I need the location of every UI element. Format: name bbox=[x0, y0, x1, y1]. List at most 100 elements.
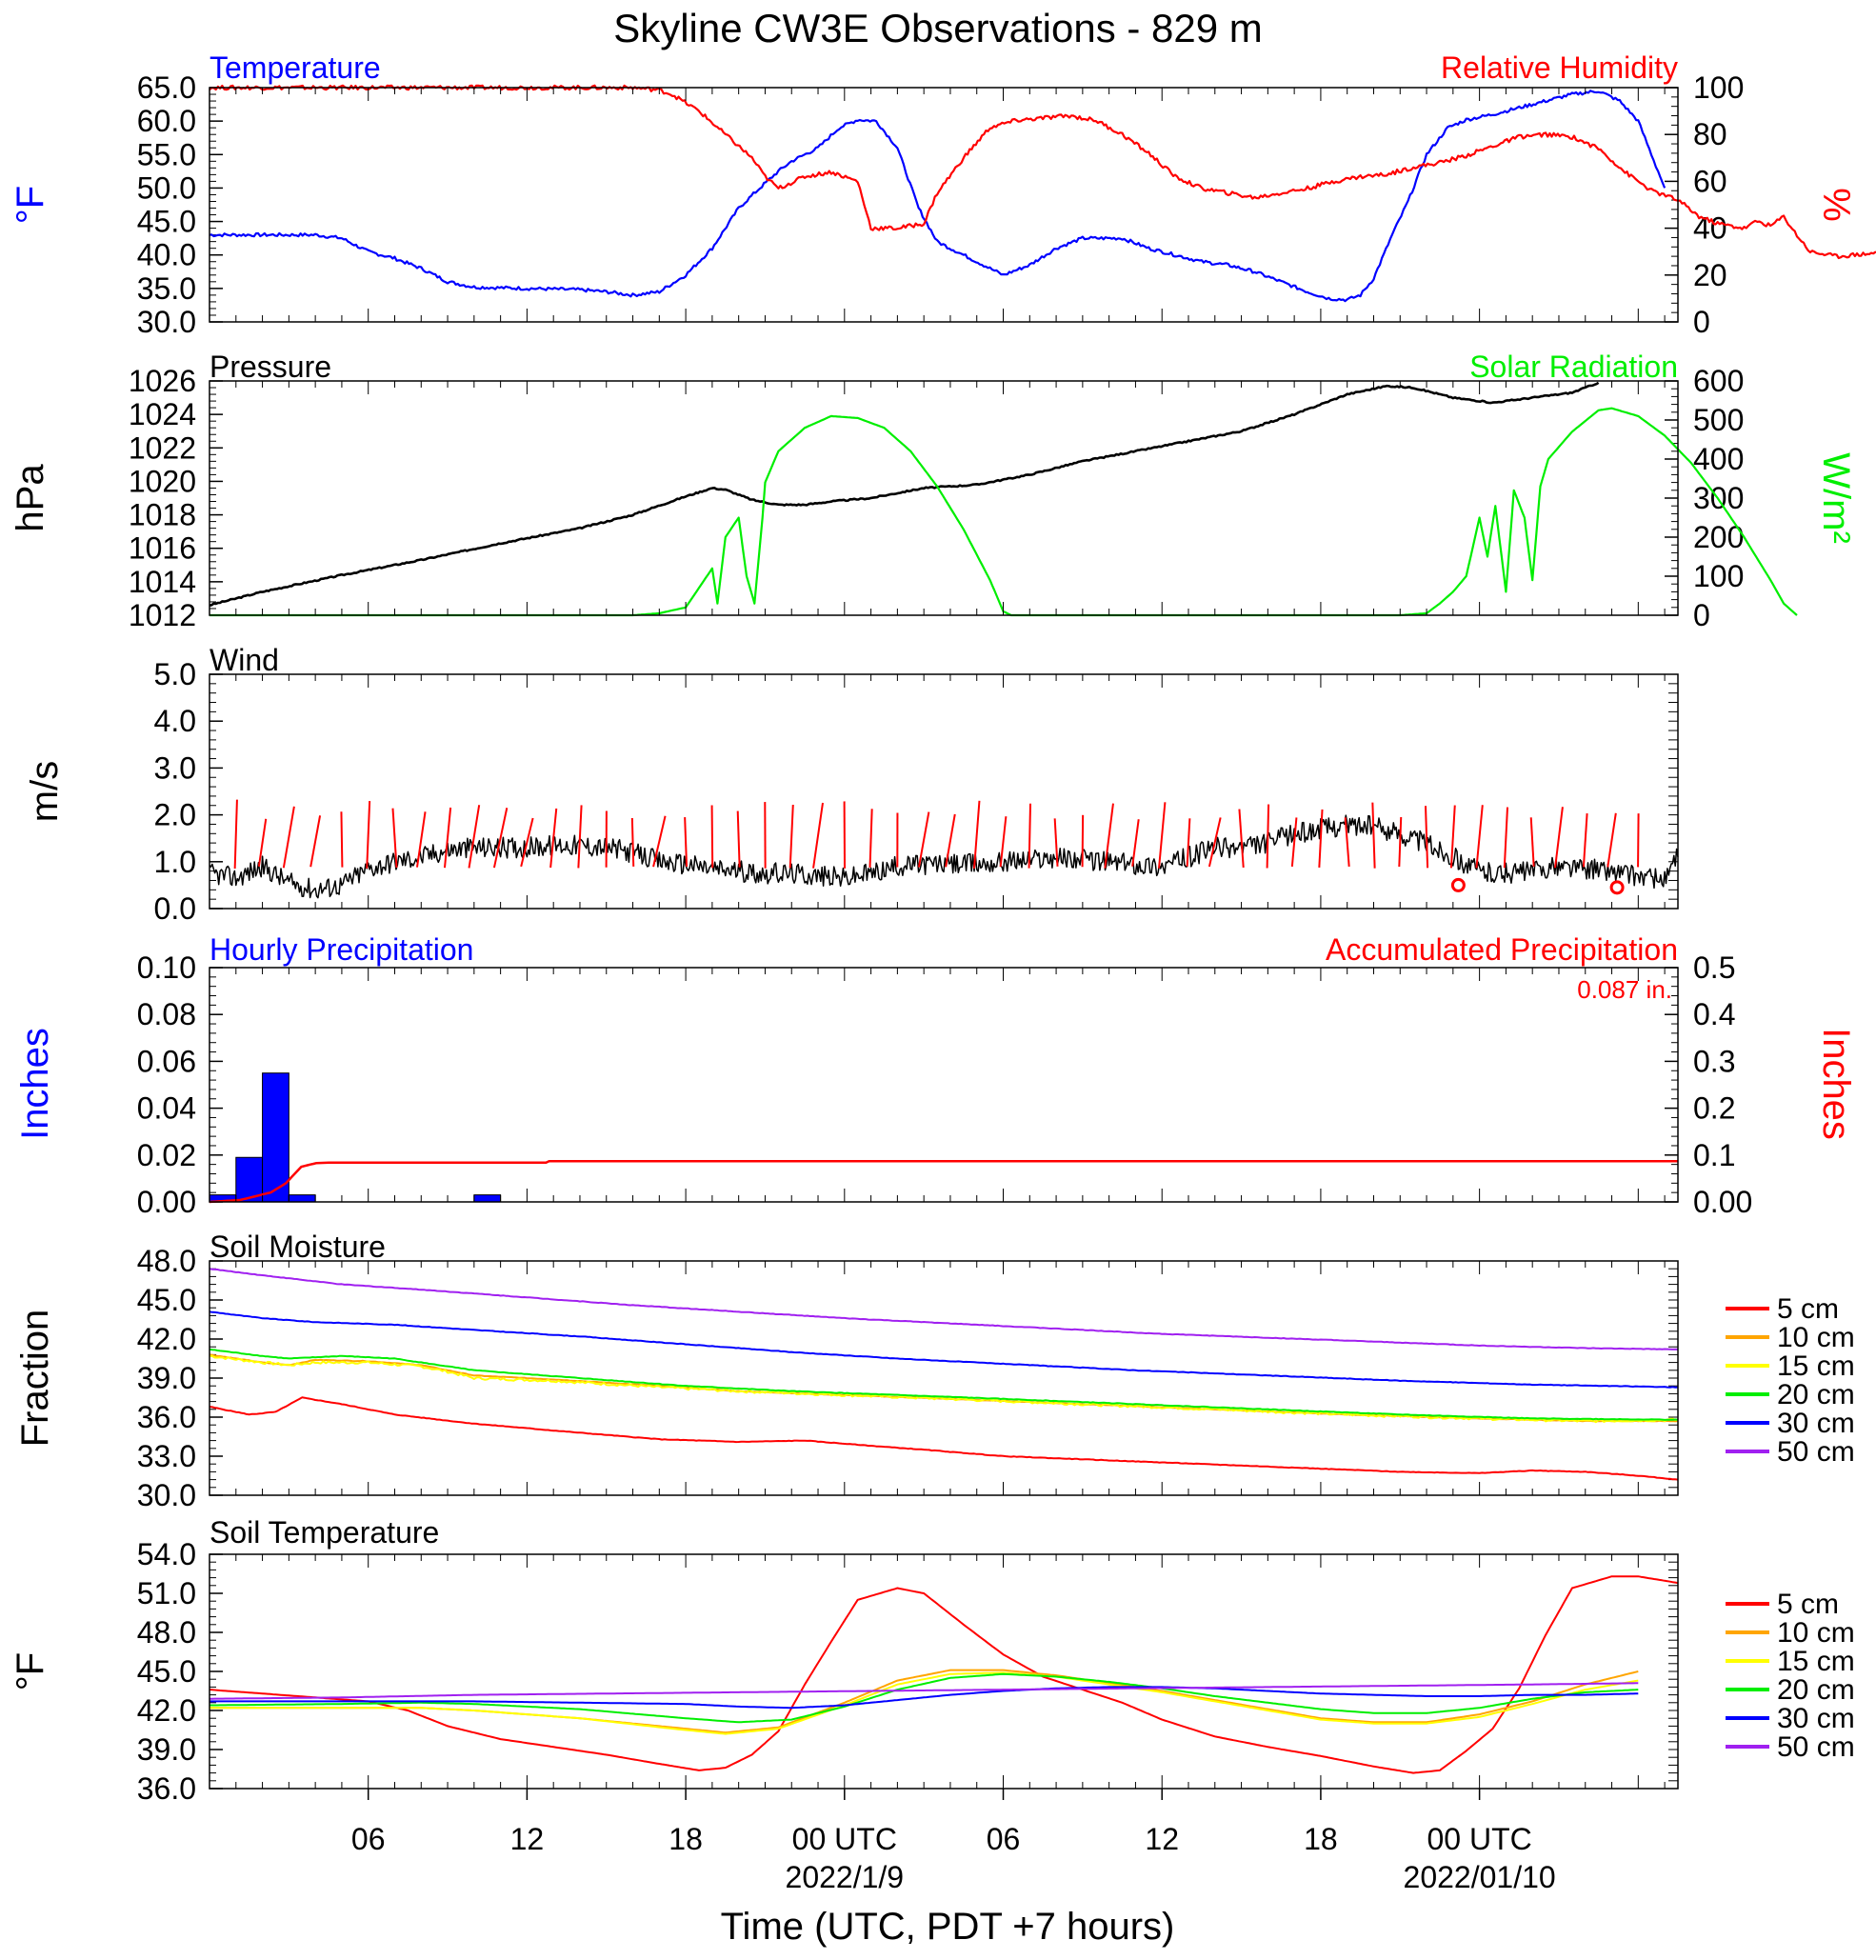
temp-axis-ticks: 65.060.055.050.045.040.035.030.0 bbox=[137, 70, 223, 339]
soil-moisture-unit-label: Fraction bbox=[14, 1310, 56, 1448]
soil-moisture-line-50cm bbox=[209, 1268, 1679, 1350]
y-tick-label: 35.0 bbox=[137, 271, 196, 306]
y-tick-label: 0.06 bbox=[137, 1044, 196, 1078]
legend-label: 10 cm bbox=[1777, 1322, 1855, 1353]
wind-barb bbox=[1131, 819, 1140, 867]
x-tick-label: 18 bbox=[1304, 1822, 1338, 1856]
precip-series bbox=[209, 1072, 1678, 1204]
y-tick-label: 0.10 bbox=[137, 950, 196, 985]
y-tick-label: 0.00 bbox=[1693, 1185, 1752, 1219]
soil-moisture-line-20cm bbox=[209, 1348, 1679, 1421]
y-tick-label: 500 bbox=[1693, 403, 1744, 437]
y-tick-label: 0 bbox=[1693, 305, 1710, 339]
wind-barb bbox=[1637, 813, 1640, 868]
solar-unit-label: W/m² bbox=[1815, 452, 1857, 544]
panel-precipitation: Hourly Precipitation Accumulated Precipi… bbox=[14, 932, 1857, 1219]
y-tick-label: 100 bbox=[1693, 559, 1744, 593]
x-date-label: 2022/01/10 bbox=[1404, 1860, 1556, 1894]
wind-barb bbox=[788, 804, 794, 869]
wind-axis-ticks: 5.0 4.0 3.0 2.0 1.0 0.0 bbox=[154, 657, 1678, 926]
y-tick-label: 30.0 bbox=[137, 305, 196, 339]
legend-label: 30 cm bbox=[1777, 1703, 1855, 1734]
x-tick-label: 06 bbox=[351, 1822, 386, 1856]
y-tick-label: 0.3 bbox=[1693, 1044, 1735, 1078]
wind-barb bbox=[917, 811, 930, 868]
panel-title-accum-precip: Accumulated Precipitation bbox=[1326, 932, 1678, 967]
soil-moisture-axis-ticks: 48.0 45.0 42.0 39.0 36.0 33.0 30.0 bbox=[137, 1244, 1678, 1512]
temp-rh-series bbox=[209, 84, 1876, 303]
y-tick-label: 0.5 bbox=[1693, 950, 1735, 985]
wind-barb bbox=[1207, 817, 1222, 868]
panel-title-relative-humidity: Relative Humidity bbox=[1441, 50, 1678, 85]
soil-moisture-line-30cm bbox=[209, 1310, 1679, 1389]
y-tick-label: 400 bbox=[1693, 442, 1744, 476]
wind-barb bbox=[1475, 805, 1484, 869]
wind-barb bbox=[549, 808, 558, 869]
wind-barb bbox=[1081, 814, 1085, 868]
time-axis: 06 12 18 00 UTC 2022/1/9 06 12 18 00 UTC 2022/01/… bbox=[209, 88, 1666, 1894]
wind-barb bbox=[577, 805, 583, 869]
y-tick-label: 80 bbox=[1693, 117, 1727, 151]
wind-barb bbox=[468, 805, 481, 869]
precip-bar bbox=[473, 1194, 502, 1203]
soil-moisture-line-15cm bbox=[209, 1354, 1679, 1424]
wind-barb bbox=[1186, 818, 1191, 867]
accum-total-label: 0.087 in. bbox=[1577, 975, 1672, 1004]
wind-barb bbox=[1266, 804, 1270, 869]
wind-barb bbox=[1449, 805, 1456, 869]
wind-barb bbox=[443, 807, 452, 869]
wind-barb bbox=[1371, 802, 1376, 869]
y-tick-label: 45.0 bbox=[137, 1283, 196, 1317]
y-tick-label: 0.00 bbox=[137, 1185, 196, 1219]
wind-barb bbox=[1503, 807, 1508, 869]
y-tick-label: 0.1 bbox=[1693, 1138, 1735, 1172]
wind-barb bbox=[415, 811, 427, 868]
soil-moisture-line-5cm bbox=[209, 1396, 1679, 1481]
legend-label: 20 cm bbox=[1777, 1674, 1855, 1706]
legend-label: 5 cm bbox=[1777, 1293, 1839, 1325]
y-tick-label: 30.0 bbox=[137, 1478, 196, 1512]
panel-title-wind: Wind bbox=[210, 643, 279, 677]
y-tick-label: 1012 bbox=[129, 598, 196, 632]
x-tick-label: 06 bbox=[987, 1822, 1021, 1856]
wind-barb bbox=[1053, 818, 1059, 867]
wind-barb bbox=[945, 813, 956, 868]
x-date-label: 2022/1/9 bbox=[786, 1860, 905, 1894]
y-tick-label: 1.0 bbox=[154, 845, 196, 879]
panel-frame bbox=[209, 1260, 1679, 1496]
legend-label: 50 cm bbox=[1777, 1731, 1855, 1763]
y-tick-label: 1018 bbox=[129, 498, 196, 532]
wind-barb bbox=[812, 802, 824, 869]
wind-barb bbox=[630, 818, 635, 867]
y-tick-label: 4.0 bbox=[154, 704, 196, 738]
wind-barb bbox=[684, 817, 689, 868]
chart-title: Skyline CW3E Observations - 829 m bbox=[613, 6, 1263, 50]
y-tick-label: 1016 bbox=[129, 531, 196, 566]
soil-moisture-series bbox=[209, 1268, 1679, 1481]
legend-label: 20 cm bbox=[1777, 1379, 1855, 1410]
solar-radiation-line bbox=[210, 407, 1798, 617]
y-tick-label: 48.0 bbox=[137, 1244, 196, 1278]
wind-speed-line bbox=[209, 814, 1679, 899]
y-tick-label: 0.2 bbox=[1693, 1091, 1735, 1126]
wind-barb bbox=[999, 816, 1008, 868]
panel-soil-moisture: Soil Moisture Fraction 48.0 45.0 42.0 39.0 3… bbox=[14, 1230, 1855, 1512]
y-tick-label: 54.0 bbox=[137, 1537, 196, 1571]
wind-barb bbox=[652, 815, 667, 868]
wind-barb bbox=[868, 809, 873, 869]
legend-label: 10 cm bbox=[1777, 1617, 1855, 1649]
wind-barb bbox=[282, 806, 295, 869]
y-tick-label: 36.0 bbox=[137, 1400, 196, 1434]
soil-temp-line-15cm bbox=[210, 1671, 1639, 1735]
calm-wind-marker bbox=[1609, 880, 1625, 895]
panel-frame bbox=[209, 673, 1679, 910]
y-tick-label: 0.08 bbox=[137, 997, 196, 1031]
wind-barb bbox=[973, 800, 981, 869]
y-tick-label: 1020 bbox=[129, 464, 196, 498]
wind-barb bbox=[1398, 816, 1403, 868]
wind-barb bbox=[1318, 809, 1324, 868]
x-tick-label: 12 bbox=[1145, 1822, 1179, 1856]
